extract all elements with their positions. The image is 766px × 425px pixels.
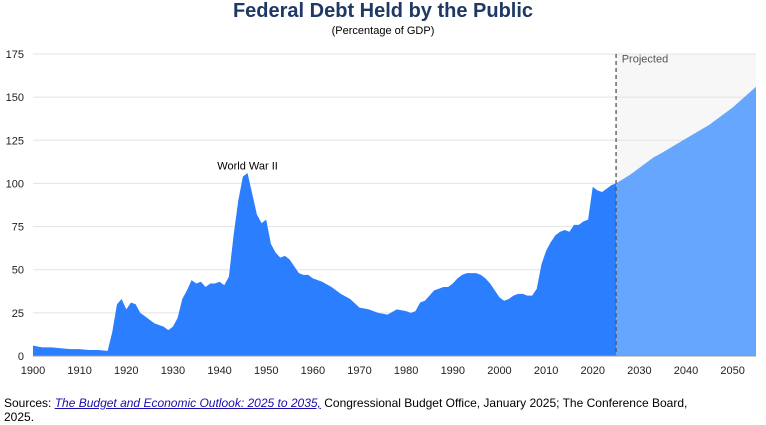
chart-subtitle: (Percentage of GDP) [331, 25, 435, 37]
chart-title: Federal Debt Held by the Public [232, 0, 534, 22]
y-tick-label: 125 [6, 135, 24, 147]
x-tick-label: 2050 [720, 365, 744, 377]
x-tick-label: 1920 [114, 365, 138, 377]
source-report-link[interactable]: The Budget and Economic Outlook: 2025 to… [54, 396, 321, 410]
x-tick-label: 2030 [627, 365, 651, 377]
gridlines [33, 53, 756, 314]
x-tick-label: 1990 [441, 365, 465, 377]
x-tick-label: 1970 [347, 365, 371, 377]
annotation-projected: Projected [622, 54, 668, 66]
x-tick-label: 1900 [21, 365, 45, 377]
debt-area-chart: 0 25 50 75 100 125 150 175 1900 1910 1920 1930 1940… [6, 49, 756, 377]
y-tick-label: 150 [6, 92, 24, 104]
x-tick-label: 1950 [254, 365, 278, 377]
x-tick-label: 1930 [161, 365, 185, 377]
y-tick-label: 175 [6, 49, 24, 61]
x-tick-label: 1940 [207, 365, 231, 377]
projected-area [616, 86, 756, 356]
annotation-world-war-ii: World War II [217, 160, 278, 172]
y-axis-ticks: 0 25 50 75 100 125 150 175 [6, 49, 24, 363]
y-tick-label: 25 [12, 308, 24, 320]
y-tick-label: 0 [18, 351, 24, 363]
y-tick-label: 50 [12, 265, 24, 277]
x-tick-label: 1910 [67, 365, 91, 377]
x-tick-label: 2000 [487, 365, 511, 377]
source-prefix: Sources: [4, 396, 55, 410]
x-tick-label: 1960 [301, 365, 325, 377]
source-suffix: Congressional Budget Office, January 202… [4, 396, 688, 424]
historical-area [33, 173, 617, 356]
x-axis-ticks: 1900 1910 1920 1930 1940 1950 1960 1970 1980 1990… [21, 365, 745, 377]
source-note: Sources: The Budget and Economic Outlook… [4, 396, 704, 424]
x-tick-label: 2020 [580, 365, 604, 377]
x-tick-label: 2040 [674, 365, 698, 377]
x-tick-label: 2010 [534, 365, 558, 377]
x-tick-label: 1980 [394, 365, 418, 377]
y-tick-label: 75 [12, 222, 24, 234]
y-tick-label: 100 [6, 178, 24, 190]
